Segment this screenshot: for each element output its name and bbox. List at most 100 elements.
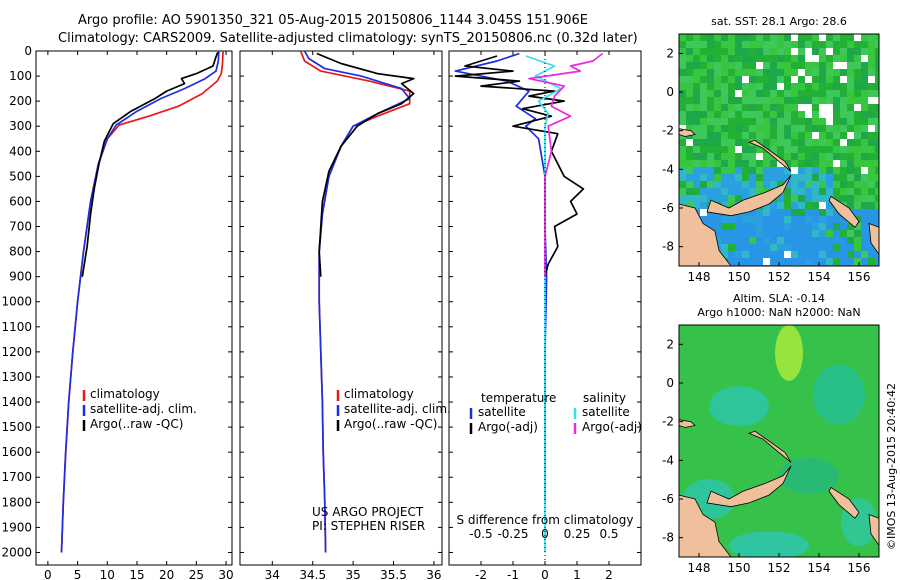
sst-map-cell	[861, 216, 868, 223]
sst-map-cell	[868, 118, 875, 125]
sst-map-cell	[805, 83, 812, 90]
sst-map-cell	[875, 216, 879, 223]
sst-map-cell	[784, 118, 791, 125]
temperature-frame	[35, 50, 233, 566]
sst-map-ytick-label: 0	[666, 85, 674, 99]
sst-map-cell	[735, 160, 742, 167]
sst-map-cell	[742, 69, 749, 76]
sst-map-cell	[721, 111, 728, 118]
sst-map-cell	[805, 55, 812, 62]
sst-map-cell	[798, 62, 805, 69]
sst-map-cell	[812, 188, 819, 195]
sst-map-cell	[861, 258, 868, 265]
sst-map-cell	[707, 104, 714, 111]
sst-map-cell	[700, 174, 707, 181]
sst-map-cell	[714, 62, 721, 69]
sst-map-cell	[840, 62, 847, 69]
temperature-series-2-line	[81, 52, 219, 277]
sst-map-cell	[714, 118, 721, 125]
sst-map-cell	[805, 202, 812, 209]
sst-map-cell	[728, 104, 735, 111]
sst-map-cell	[840, 216, 847, 223]
sst-map-cell	[756, 69, 763, 76]
sst-map-cell	[833, 97, 840, 104]
sst-map-cell	[728, 230, 735, 237]
sst-map-cell	[854, 181, 861, 188]
sst-map-cell	[735, 132, 742, 139]
sst-map-cell	[777, 125, 784, 132]
sst-map-cell	[686, 146, 693, 153]
sla-map-land	[828, 486, 860, 519]
sst-map-cell	[700, 90, 707, 97]
sst-map-cell	[798, 97, 805, 104]
sst-map-cell	[693, 111, 700, 118]
sst-map-cell	[868, 216, 875, 223]
difference-legend-label: Argo(-adj)	[582, 420, 642, 434]
sst-map-cell	[840, 41, 847, 48]
sst-map-cell	[833, 69, 840, 76]
sst-map-cell	[833, 160, 840, 167]
sst-map-cell	[728, 195, 735, 202]
sst-map-cell	[777, 48, 784, 55]
temperature-xtick-label: 10	[100, 568, 115, 580]
sst-map-cell	[700, 181, 707, 188]
sst-map-cell	[770, 237, 777, 244]
sst-map-cell	[777, 251, 784, 258]
sst-map-cell	[791, 34, 798, 41]
sst-map-cell	[826, 160, 833, 167]
temperature-ytick-label: 600	[9, 194, 32, 208]
sst-map-cell	[861, 188, 868, 195]
sst-map-cell	[868, 181, 875, 188]
temperature-ytick-label: 1800	[1, 495, 32, 509]
sst-map-cell	[756, 146, 763, 153]
sst-map-cell	[749, 34, 756, 41]
sst-map-cell	[868, 202, 875, 209]
sst-map-cell	[784, 139, 791, 146]
sst-map-cell	[833, 104, 840, 111]
sst-map-cell	[728, 111, 735, 118]
sst-map-cell	[854, 258, 861, 265]
sst-map-cell	[805, 125, 812, 132]
temperature-ytick-label: 1300	[1, 370, 32, 384]
sst-map-cell	[693, 118, 700, 125]
salinity-xtick-label: 34	[265, 568, 280, 580]
sst-map-cell	[826, 209, 833, 216]
sst-map-cell	[847, 153, 854, 160]
sst-map-cell	[714, 90, 721, 97]
sst-map-cell	[826, 174, 833, 181]
sla-map-ytick-label: 2	[666, 337, 674, 351]
sst-map-cell	[840, 125, 847, 132]
temperature-xtick-label: 0	[44, 568, 52, 580]
sst-map-cell	[812, 69, 819, 76]
sst-map-cell	[721, 62, 728, 69]
difference-panel: -2-1012T difference from climatology-0.5…	[448, 50, 642, 580]
difference-legend-label: satellite	[582, 405, 630, 419]
sst-map-cell	[693, 76, 700, 83]
sst-map-cell	[819, 111, 826, 118]
sst-map-cell	[833, 90, 840, 97]
difference-series-2-line	[525, 55, 562, 553]
difference-s-label: S difference from climatology	[457, 513, 634, 527]
sst-map-cell	[847, 90, 854, 97]
sst-map-cell	[721, 97, 728, 104]
sst-map-cell	[700, 132, 707, 139]
sst-map-cell	[847, 97, 854, 104]
sst-map-cell	[840, 181, 847, 188]
sst-map-cell	[770, 132, 777, 139]
sst-map-cell	[784, 104, 791, 111]
sst-map-cell	[721, 195, 728, 202]
sst-map-cell	[784, 244, 791, 251]
sst-map-cell	[735, 174, 742, 181]
sst-map-cell	[875, 167, 879, 174]
sst-map-cell	[707, 132, 714, 139]
sst-map-cell	[707, 174, 714, 181]
sst-map-cell	[784, 41, 791, 48]
temperature-xtick-label: 5	[74, 568, 82, 580]
sst-map-cell	[847, 195, 854, 202]
sst-map-cell	[826, 41, 833, 48]
temperature-ytick-label: 200	[9, 94, 32, 108]
sla-map-xtick-label: 148	[688, 561, 711, 575]
sst-map-cell	[819, 251, 826, 258]
sst-map-cell	[679, 139, 686, 146]
sst-map-cell	[714, 153, 721, 160]
